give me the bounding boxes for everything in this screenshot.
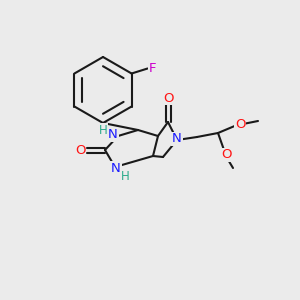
Text: F: F [149,62,156,75]
Text: O: O [163,92,173,104]
Text: N: N [108,128,118,142]
Text: N: N [111,161,121,175]
Text: O: O [75,143,85,157]
Text: H: H [121,169,129,182]
Text: N: N [172,133,182,146]
Text: O: O [235,118,245,130]
Text: H: H [99,124,107,136]
Text: O: O [221,148,231,161]
